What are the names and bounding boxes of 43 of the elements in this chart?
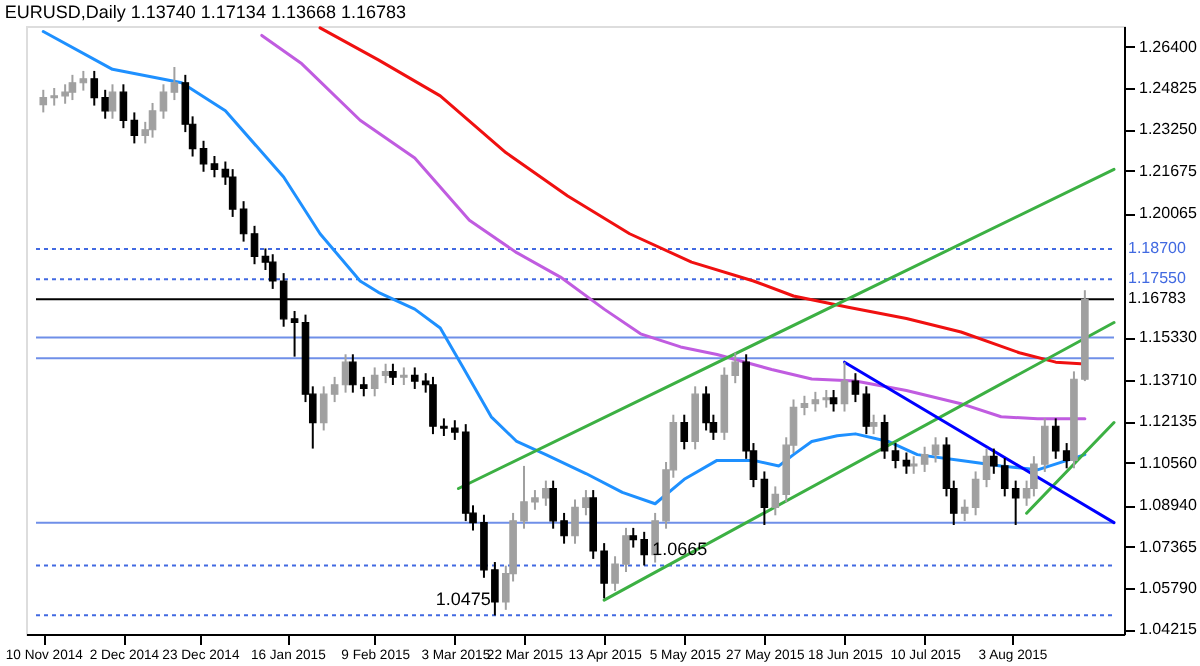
y-tick-label: 1.13710 [1139, 371, 1198, 390]
ref-line-label: 1.18700 [1128, 238, 1187, 257]
candlestick [341, 353, 350, 394]
ref-line-label: 1.16783 [1128, 289, 1187, 308]
candlestick [880, 413, 889, 460]
candlestick [800, 394, 809, 417]
y-tick-label: 1.23250 [1139, 120, 1198, 139]
candlestick [869, 413, 878, 436]
candlestick [170, 65, 179, 102]
y-tick-label: 1.26400 [1139, 37, 1198, 56]
candlestick [829, 389, 838, 413]
candlestick [840, 361, 849, 413]
candlestick [902, 451, 911, 475]
candlestick [851, 372, 860, 404]
y-tick-label: 1.08940 [1139, 496, 1198, 515]
candlestick [148, 101, 157, 139]
candlestick [862, 385, 871, 436]
candlestick [250, 224, 259, 266]
candlestick [691, 385, 699, 451]
y-tick-label: 1.24825 [1139, 79, 1198, 98]
y-tick-label: 1.15330 [1139, 328, 1198, 347]
candlestick [680, 413, 689, 451]
line-series [260, 33, 1087, 421]
line-series [318, 26, 1087, 366]
candlestick [702, 385, 710, 432]
candlestick [290, 309, 299, 358]
candlestick [982, 447, 991, 489]
y-tick-label: 1.04215 [1139, 620, 1198, 639]
candlestick [760, 470, 769, 527]
y-tick-label: 1.05790 [1139, 579, 1198, 598]
line-series [41, 30, 1087, 506]
candlestick [199, 139, 208, 173]
y-tick-label: 1.07365 [1139, 537, 1198, 556]
candlestick [389, 362, 397, 387]
chart-title: EURUSD,Daily 1.13740 1.17134 1.13668 1.16783 [4, 2, 407, 22]
annotation: 1.0475 [435, 589, 491, 610]
candlestick [891, 442, 900, 470]
y-tick-label: 1.10560 [1139, 453, 1198, 472]
ref-line-label: 1.17550 [1128, 269, 1187, 288]
y-tick-label: 1.21675 [1139, 161, 1198, 180]
candlestick [210, 155, 219, 179]
y-tick-label: 1.20065 [1139, 204, 1198, 223]
y-tick-label: 1.12135 [1139, 412, 1198, 431]
